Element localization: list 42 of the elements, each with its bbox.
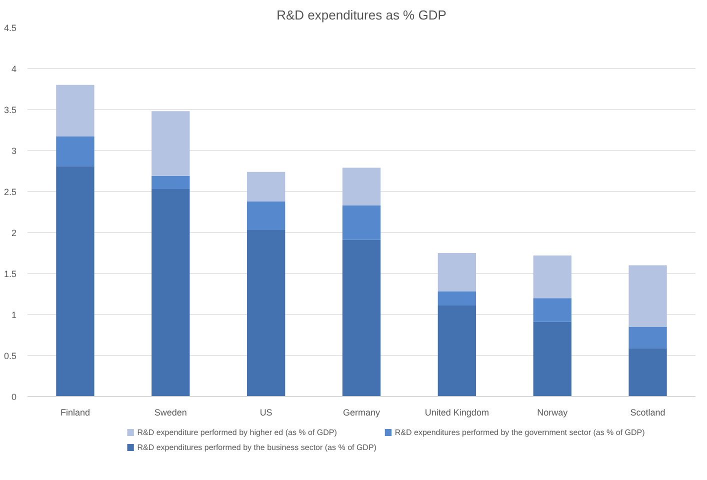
x-tick-label: Sweden [154,408,187,418]
x-tick-label: Scotland [630,408,666,418]
legend-label: R&D expenditures performed by the government sector (as % of GDP) [394,428,646,437]
y-tick-label: 2 [11,228,17,238]
legend-label: R&D expenditure performed by higher ed (as % of GDP) [137,428,338,437]
legend-label: R&D expenditures performed by the business sector (as % of GDP) [137,443,377,452]
x-tick-label: Finland [60,408,90,418]
bar [152,176,190,190]
bar [628,348,667,396]
y-tick-label: 0 [11,392,17,402]
bar [533,255,572,298]
y-tick-label: 2.5 [4,187,17,197]
x-tick-label: Norway [537,408,568,418]
bar [246,230,286,396]
y-tick-label: 1 [11,310,17,320]
y-tick-label: 0.5 [4,351,17,361]
bar [152,189,190,396]
y-tick-label: 1.5 [4,269,17,279]
x-tick-label: US [260,408,272,418]
bar [438,292,476,306]
bar [152,111,190,176]
bar [342,240,381,396]
bar [246,201,286,230]
bar [438,253,476,292]
bar [56,136,94,166]
y-tick-label: 3 [11,146,17,156]
bar [342,168,381,206]
y-tick-label: 4 [11,64,17,74]
bar [246,172,286,202]
bar [533,322,572,396]
y-tick-label: 4.5 [4,23,17,33]
bar [628,326,667,348]
bar [438,305,476,396]
bar [628,265,667,327]
x-tick-label: United Kingdom [424,408,489,418]
bar [342,205,381,240]
bar [56,166,94,396]
bar [533,298,572,322]
chart-title: R&D expenditures as % GDP [276,8,446,22]
bar [56,84,94,137]
x-tick-label: Germany [342,408,381,418]
y-tick-label: 3.5 [4,105,17,115]
